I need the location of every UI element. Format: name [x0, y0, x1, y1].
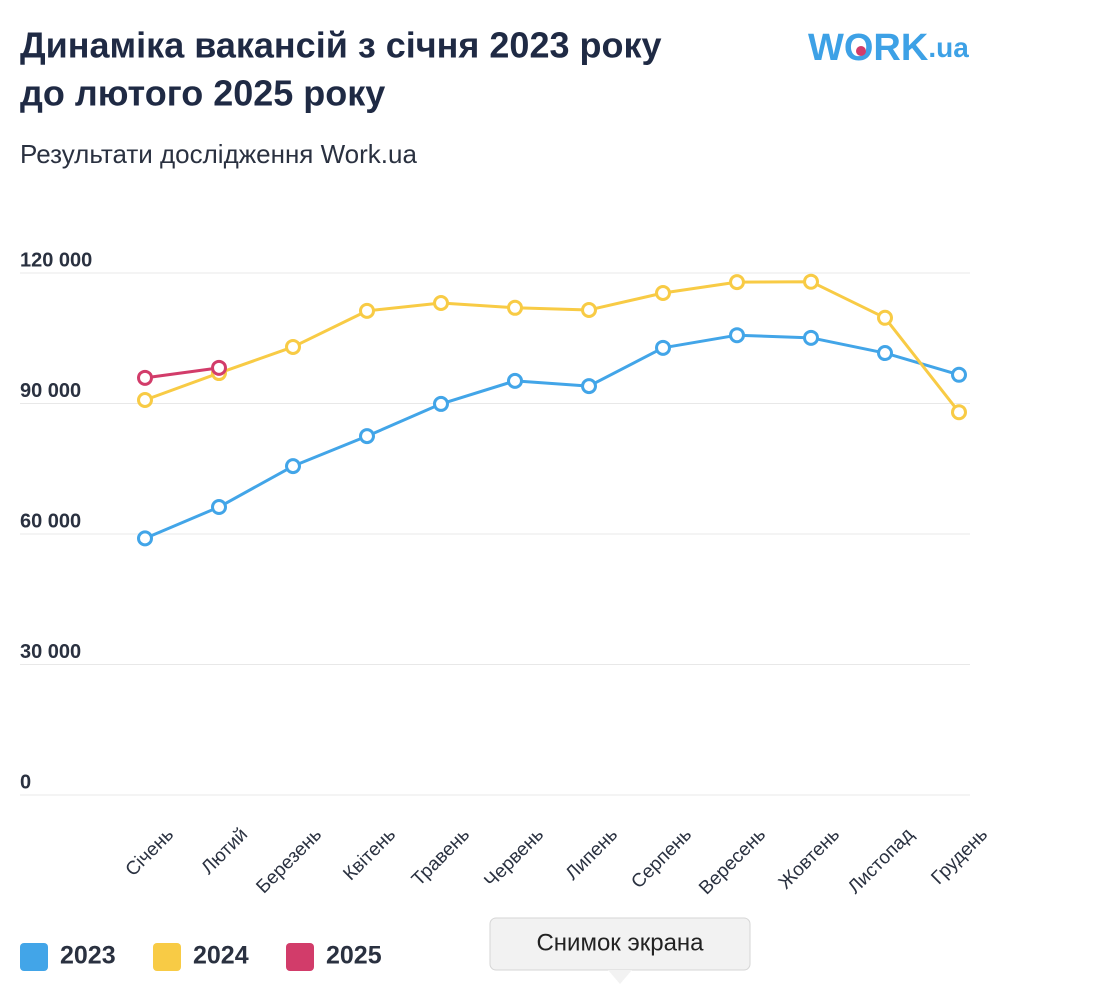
logo: WORK.ua [808, 27, 969, 69]
legend-swatch [153, 943, 181, 971]
logo-suffix: .ua [928, 32, 969, 63]
y-tick-label: 120 000 [20, 249, 92, 271]
tooltip-arrow [608, 970, 632, 984]
y-tick-label: 60 000 [20, 510, 81, 532]
data-point [285, 458, 301, 475]
x-tick-label: Жовтень [775, 824, 844, 893]
tooltip: Снимок экрана [536, 929, 704, 956]
logo-dot [856, 46, 866, 56]
data-point [359, 428, 375, 445]
data-point [581, 301, 597, 318]
y-tick-label: 90 000 [20, 380, 81, 402]
data-point [877, 345, 893, 362]
x-tick-label: Березень [252, 824, 326, 898]
x-tick-label: Січень [122, 824, 178, 880]
x-tick-label: Лютий [197, 824, 252, 879]
data-point [137, 369, 153, 386]
data-point [803, 329, 819, 346]
data-point [729, 274, 745, 291]
data-point [951, 404, 967, 421]
data-point [655, 285, 671, 302]
chart-subtitle: Результати дослідження Work.ua [20, 139, 417, 169]
legend-label: 2023 [60, 942, 116, 970]
data-point [359, 302, 375, 319]
logo-main: WORK [808, 27, 929, 69]
data-point [507, 299, 523, 316]
data-point [803, 273, 819, 290]
y-tick-label: 30 000 [20, 641, 81, 663]
chart-title: до лютого 2025 року [20, 73, 385, 114]
y-tick-label: 0 [20, 771, 31, 793]
x-tick-label: Грудень [927, 824, 992, 889]
data-point [285, 338, 301, 355]
x-tick-label: Червень [480, 824, 548, 892]
x-tick-label: Липень [562, 824, 622, 884]
data-point [211, 499, 227, 516]
series-line [144, 366, 220, 380]
data-point [211, 359, 227, 376]
x-tick-label: Квітень [339, 824, 400, 885]
data-point [581, 378, 597, 395]
data-point [951, 366, 967, 383]
data-point [137, 530, 153, 547]
series-line [144, 280, 961, 414]
x-tick-label: Серпень [627, 824, 696, 893]
data-point [729, 327, 745, 344]
x-tick-label: Вересень [695, 824, 770, 899]
data-point [137, 392, 153, 409]
legend-label: 2024 [193, 942, 249, 970]
legend-label: 2025 [326, 942, 382, 970]
data-point [655, 339, 671, 356]
x-tick-label: Листопад [844, 824, 918, 898]
chart-title: Динаміка вакансій з січня 2023 року [20, 25, 662, 66]
data-point [877, 309, 893, 326]
legend-swatch [20, 943, 48, 971]
x-tick-label: Травень [408, 824, 474, 890]
data-point [433, 395, 449, 412]
series-line [144, 333, 960, 540]
data-point [507, 372, 523, 389]
legend-swatch [286, 943, 314, 971]
data-point [433, 295, 449, 312]
